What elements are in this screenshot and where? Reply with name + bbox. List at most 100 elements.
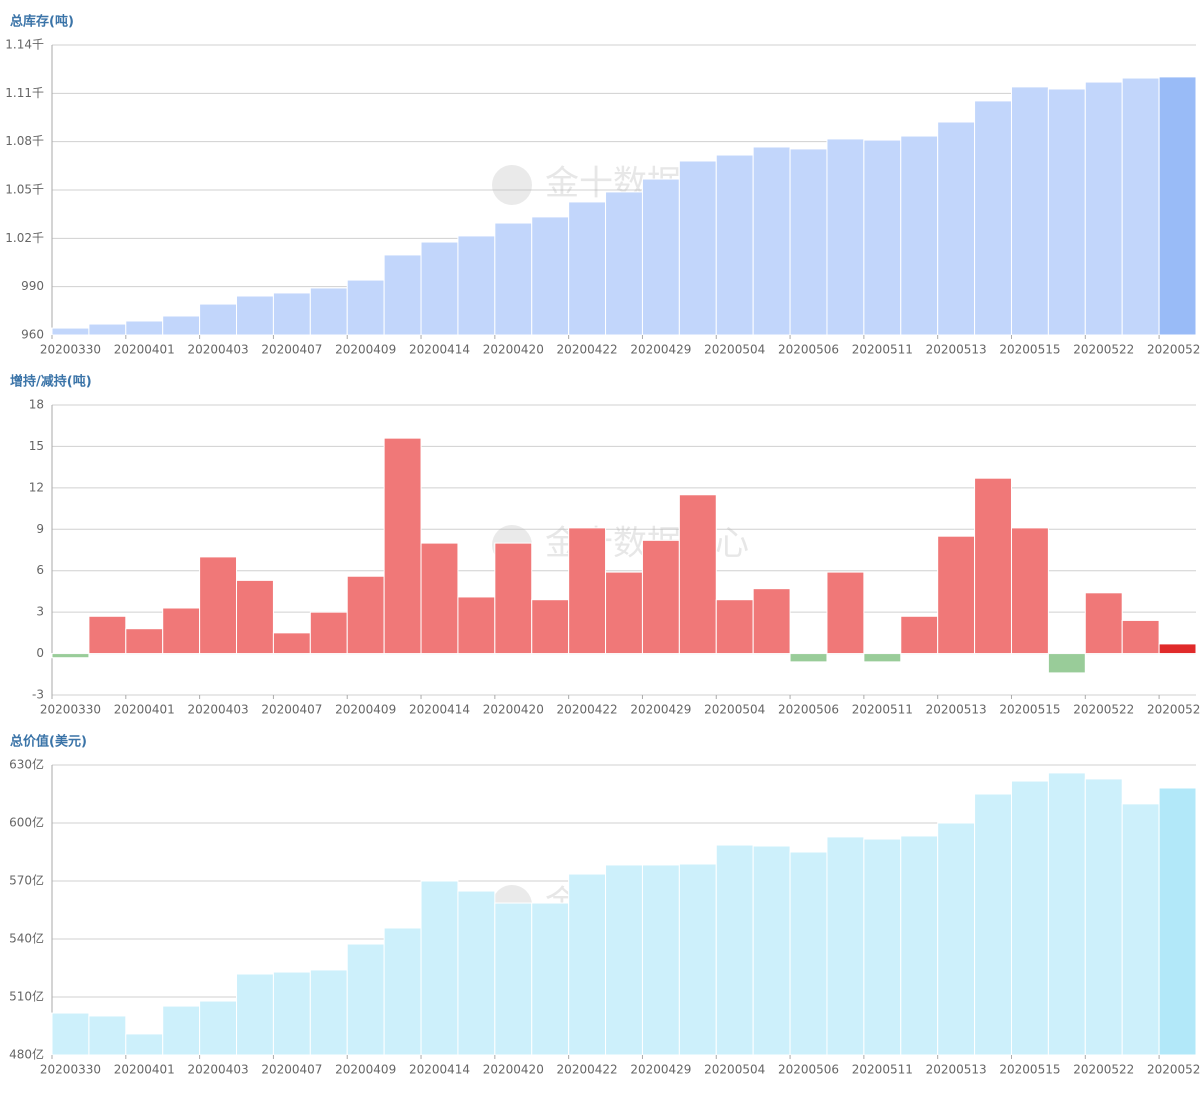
y-tick-label: 600亿 (9, 815, 44, 830)
x-tick-label: 20200513 (926, 1063, 987, 1077)
bar (125, 628, 164, 655)
bar (1121, 619, 1160, 655)
bar (125, 320, 164, 336)
bar (863, 838, 902, 1056)
bar (420, 880, 459, 1056)
bar (1047, 772, 1086, 1056)
bar (309, 287, 348, 336)
bar (826, 138, 865, 336)
bar (1047, 88, 1086, 336)
bar (974, 477, 1012, 655)
y-tick-label: 6 (36, 563, 44, 577)
bar (162, 607, 201, 655)
x-tick-label: 20200422 (557, 1063, 618, 1077)
x-tick-label: 20200515 (999, 703, 1060, 717)
y-tick-label: 1.14千 (5, 38, 44, 52)
chart-title: 总库存(吨) (10, 14, 74, 30)
bar (199, 556, 238, 655)
y-tick-label: -3 (32, 688, 44, 702)
bar (568, 527, 607, 655)
bar (236, 973, 274, 1056)
y-tick-label: 18 (29, 398, 44, 412)
x-tick-label: 20200528 (1147, 1063, 1200, 1077)
chart-title: 增持/减持(吨) (10, 374, 92, 390)
x-tick-label: 20200513 (926, 343, 987, 357)
bar (974, 100, 1012, 336)
x-tick-label: 20200407 (261, 703, 322, 717)
y-tick-label: 12 (29, 480, 44, 494)
bar (605, 864, 643, 1056)
x-tick-label: 20200330 (40, 703, 101, 717)
bar (162, 315, 201, 336)
bar (51, 327, 90, 336)
y-tick-label: 480亿 (9, 1047, 44, 1062)
bar (457, 235, 496, 336)
bar (752, 146, 791, 336)
y-tick-label: 3 (36, 605, 44, 619)
bar (88, 1015, 127, 1056)
x-tick-label: 20200515 (999, 1063, 1060, 1077)
bar (199, 1000, 238, 1056)
y-tick-label: 1.05千 (5, 183, 44, 197)
bar (937, 121, 976, 336)
bar (826, 571, 865, 655)
bar (383, 254, 422, 336)
bar (309, 969, 348, 1056)
bar (937, 535, 976, 655)
x-tick-label: 20200504 (704, 343, 765, 357)
y-tick-label: 1.08千 (5, 134, 44, 148)
y-tick-label: 510亿 (9, 989, 44, 1004)
x-tick-label: 20200528 (1147, 703, 1200, 717)
bar (1158, 787, 1197, 1056)
x-tick-label: 20200409 (335, 703, 396, 717)
bar (88, 615, 127, 655)
bar (1084, 592, 1123, 655)
x-tick-label: 20200429 (630, 343, 691, 357)
x-tick-label: 20200511 (852, 343, 913, 357)
bar (494, 902, 533, 1056)
bar (1047, 653, 1086, 674)
x-tick-label: 20200506 (778, 1063, 839, 1077)
bar (641, 539, 680, 655)
bar (678, 160, 717, 336)
x-tick-label: 20200403 (188, 703, 249, 717)
bar (1010, 780, 1049, 1056)
x-tick-label: 20200414 (409, 343, 470, 357)
bar (272, 971, 311, 1056)
bar (863, 139, 902, 336)
y-tick-label: 960 (21, 328, 44, 342)
y-tick-label: 15 (29, 439, 44, 453)
bar (1084, 81, 1123, 336)
bar (531, 902, 570, 1056)
x-tick-label: 20200409 (335, 1063, 396, 1077)
x-tick-label: 20200330 (40, 343, 101, 357)
bar (715, 844, 754, 1056)
bar (789, 851, 828, 1056)
bar (752, 588, 791, 655)
bar (420, 542, 459, 655)
x-tick-label: 20200407 (261, 1063, 322, 1077)
bar (383, 437, 422, 655)
bar (789, 148, 828, 336)
x-tick-label: 20200506 (778, 703, 839, 717)
bar (1010, 527, 1049, 655)
bar (272, 292, 311, 336)
x-tick-label: 20200409 (335, 343, 396, 357)
x-tick-label: 20200429 (630, 703, 691, 717)
bar (715, 599, 754, 655)
bar (1121, 803, 1160, 1056)
bar (457, 890, 496, 1056)
x-tick-label: 20200511 (852, 703, 913, 717)
bar (531, 216, 570, 336)
watermark-icon (492, 165, 532, 205)
x-tick-label: 20200330 (40, 1063, 101, 1077)
bar (199, 303, 238, 336)
bar (1158, 643, 1197, 655)
bar (1010, 86, 1049, 336)
bar (383, 927, 422, 1056)
x-tick-label: 20200515 (999, 343, 1060, 357)
x-tick-label: 20200522 (1073, 703, 1134, 717)
bar (1084, 778, 1123, 1056)
